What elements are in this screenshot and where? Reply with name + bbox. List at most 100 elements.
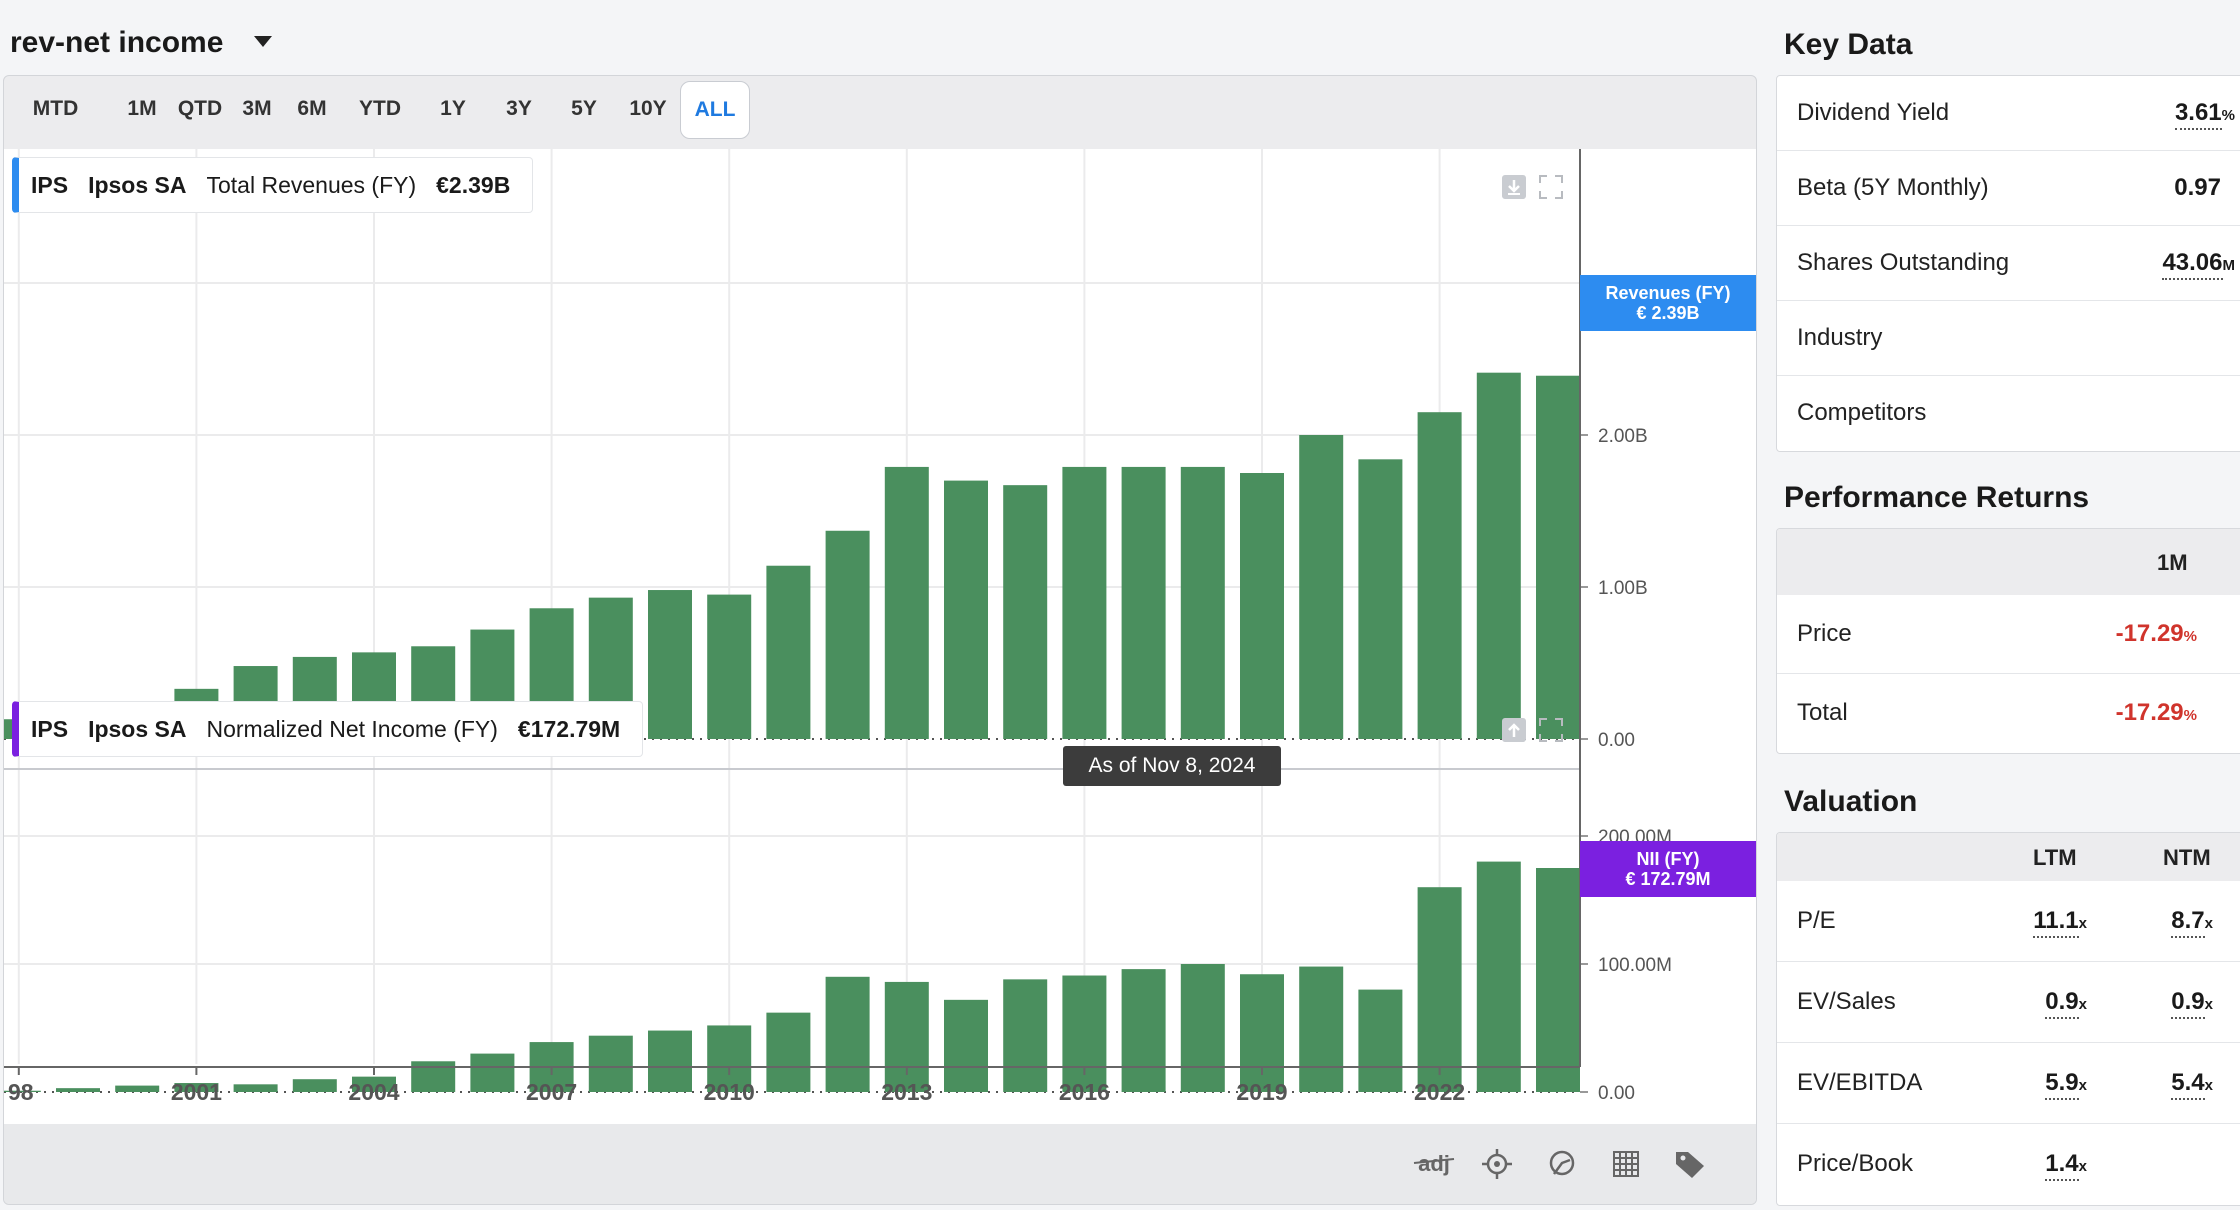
crosshair-icon[interactable] — [1479, 1146, 1515, 1182]
bar[interactable] — [1536, 375, 1580, 739]
column-header: NTM — [2163, 845, 2211, 870]
row-label: Price/Book — [1797, 1150, 1914, 1177]
range-button-5y[interactable]: 5Y — [571, 97, 597, 120]
bar[interactable] — [884, 466, 929, 739]
valuation-card: LTM NTM P/E 11.1x 8.7x EV/Sales 0.9x 0.9x EV/E… — [1776, 832, 2240, 1206]
revenue-price-tag: Revenues (FY) € 2.39B — [1580, 275, 1756, 331]
bar[interactable] — [825, 976, 870, 1092]
range-button-qtd[interactable]: QTD — [177, 97, 223, 120]
tag-line: € 2.39B — [1636, 303, 1700, 323]
bar[interactable] — [233, 1084, 278, 1092]
income-legend[interactable]: IPS Ipsos SA Normalized Net Income (FY) … — [12, 701, 644, 757]
bar[interactable] — [1180, 466, 1225, 739]
bar[interactable] — [4, 1090, 41, 1092]
bar[interactable] — [1180, 964, 1225, 1092]
value-text: 5.4 — [2171, 1069, 2205, 1100]
bar[interactable] — [1417, 412, 1462, 739]
legend-company: Ipsos SA — [88, 715, 187, 742]
fullscreen-icon[interactable] — [1538, 174, 1564, 200]
bar[interactable] — [648, 590, 692, 739]
plot-area[interactable]: 3.00B2.00B1.00B0.00200.00M100.00M0.00982… — [4, 149, 1756, 1124]
range-button-ytd[interactable]: YTD — [359, 97, 401, 120]
valuation-header: LTM NTM — [1777, 833, 2240, 881]
bar[interactable] — [1358, 459, 1403, 739]
key-data-row: Industry — [1777, 301, 2240, 376]
row-label: Shares Outstanding — [1797, 249, 2010, 276]
bar[interactable] — [1476, 861, 1521, 1092]
tag-line: € 172.79M — [1625, 869, 1711, 889]
valuation-row: EV/Sales 0.9x 0.9x — [1777, 962, 2240, 1043]
bar[interactable] — [1062, 466, 1107, 739]
row-value: 0.97 — [2174, 151, 2221, 225]
bar[interactable] — [1299, 966, 1344, 1092]
value-suffix: x — [2078, 915, 2087, 932]
revenue-legend[interactable]: IPS Ipsos SA Total Revenues (FY) €2.39B — [12, 157, 534, 213]
bar[interactable] — [470, 1053, 515, 1092]
compare-icon[interactable] — [1544, 1146, 1580, 1182]
bar[interactable] — [648, 1030, 692, 1092]
value-suffix: x — [2078, 1158, 2087, 1175]
key-data-row: Shares Outstanding 43.06M — [1777, 226, 2240, 301]
bar[interactable] — [1536, 868, 1580, 1092]
bar[interactable] — [174, 1083, 219, 1092]
value-suffix: % — [2183, 628, 2197, 645]
bar[interactable] — [292, 1079, 337, 1092]
bar[interactable] — [766, 1012, 811, 1092]
legend-company: Ipsos SA — [88, 171, 187, 198]
y-tick-label: 0.00 — [1598, 1083, 1635, 1104]
row-label: EV/Sales — [1797, 988, 1896, 1015]
column-header: 1M — [2157, 550, 2188, 575]
bar[interactable] — [825, 530, 870, 739]
row-label: EV/EBITDA — [1797, 1069, 1923, 1096]
bar[interactable] — [56, 1088, 100, 1092]
bar[interactable] — [944, 480, 988, 739]
bar[interactable] — [352, 1076, 396, 1092]
valuation-row: EV/EBITDA 5.9x 5.4x — [1777, 1043, 2240, 1124]
range-button-1y[interactable]: 1Y — [440, 97, 466, 120]
legend-ticker: IPS — [31, 171, 69, 198]
bar[interactable] — [588, 1035, 633, 1092]
range-button-10y[interactable]: 10Y — [629, 97, 667, 120]
download-icon[interactable] — [1501, 174, 1527, 200]
range-button-1m[interactable]: 1M — [127, 97, 157, 120]
bar[interactable] — [1003, 485, 1048, 739]
value-text: 1.4 — [2045, 1150, 2079, 1181]
bar[interactable] — [411, 1061, 456, 1092]
range-button-mtd[interactable]: MTD — [32, 97, 79, 120]
move-up-icon[interactable] — [1501, 717, 1527, 743]
value-text: 0.9 — [2045, 988, 2079, 1019]
range-button-all[interactable]: ALL — [680, 81, 750, 139]
x-tick-label: 2016 — [1059, 1079, 1110, 1105]
range-button-6m[interactable]: 6M — [297, 97, 327, 120]
y-tick-label: 0.00 — [1598, 730, 1635, 751]
bar[interactable] — [1476, 372, 1521, 739]
bar[interactable] — [1003, 979, 1048, 1092]
bar[interactable] — [1417, 887, 1462, 1092]
row-label: Industry — [1797, 324, 1883, 351]
x-tick-label: 2022 — [1414, 1079, 1465, 1105]
bar[interactable] — [115, 1085, 160, 1092]
grid-icon[interactable] — [1608, 1146, 1644, 1182]
bar[interactable] — [1121, 969, 1166, 1092]
bar[interactable] — [707, 594, 752, 739]
fullscreen-icon[interactable] — [1538, 717, 1564, 743]
bar[interactable] — [944, 999, 988, 1092]
chart-panel: MTD 1M QTD 3M 6M YTD 1Y 3Y 5Y 10Y ALL 3.00B2.00B1.… — [3, 75, 1757, 1205]
tag-icon[interactable] — [1672, 1146, 1708, 1182]
row-value: -17.29% — [2116, 595, 2197, 676]
bar[interactable] — [1358, 989, 1403, 1092]
bar[interactable] — [1299, 435, 1344, 739]
bar[interactable] — [707, 1025, 752, 1092]
bar[interactable] — [1121, 466, 1166, 739]
bar[interactable] — [766, 565, 811, 739]
adjust-toggle[interactable]: adj — [1410, 1146, 1458, 1182]
chevron-down-icon[interactable] — [254, 36, 272, 47]
bar[interactable] — [1240, 473, 1284, 739]
row-value: 43.06M — [2162, 226, 2235, 303]
value-text: 3.61 — [2174, 99, 2222, 130]
value-text: 0.9 — [2171, 988, 2205, 1019]
range-button-3m[interactable]: 3M — [242, 97, 272, 120]
range-button-3y[interactable]: 3Y — [506, 97, 532, 120]
bar[interactable] — [884, 981, 929, 1092]
